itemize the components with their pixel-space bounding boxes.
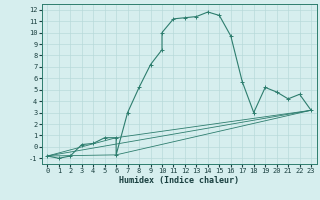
X-axis label: Humidex (Indice chaleur): Humidex (Indice chaleur) xyxy=(119,176,239,185)
